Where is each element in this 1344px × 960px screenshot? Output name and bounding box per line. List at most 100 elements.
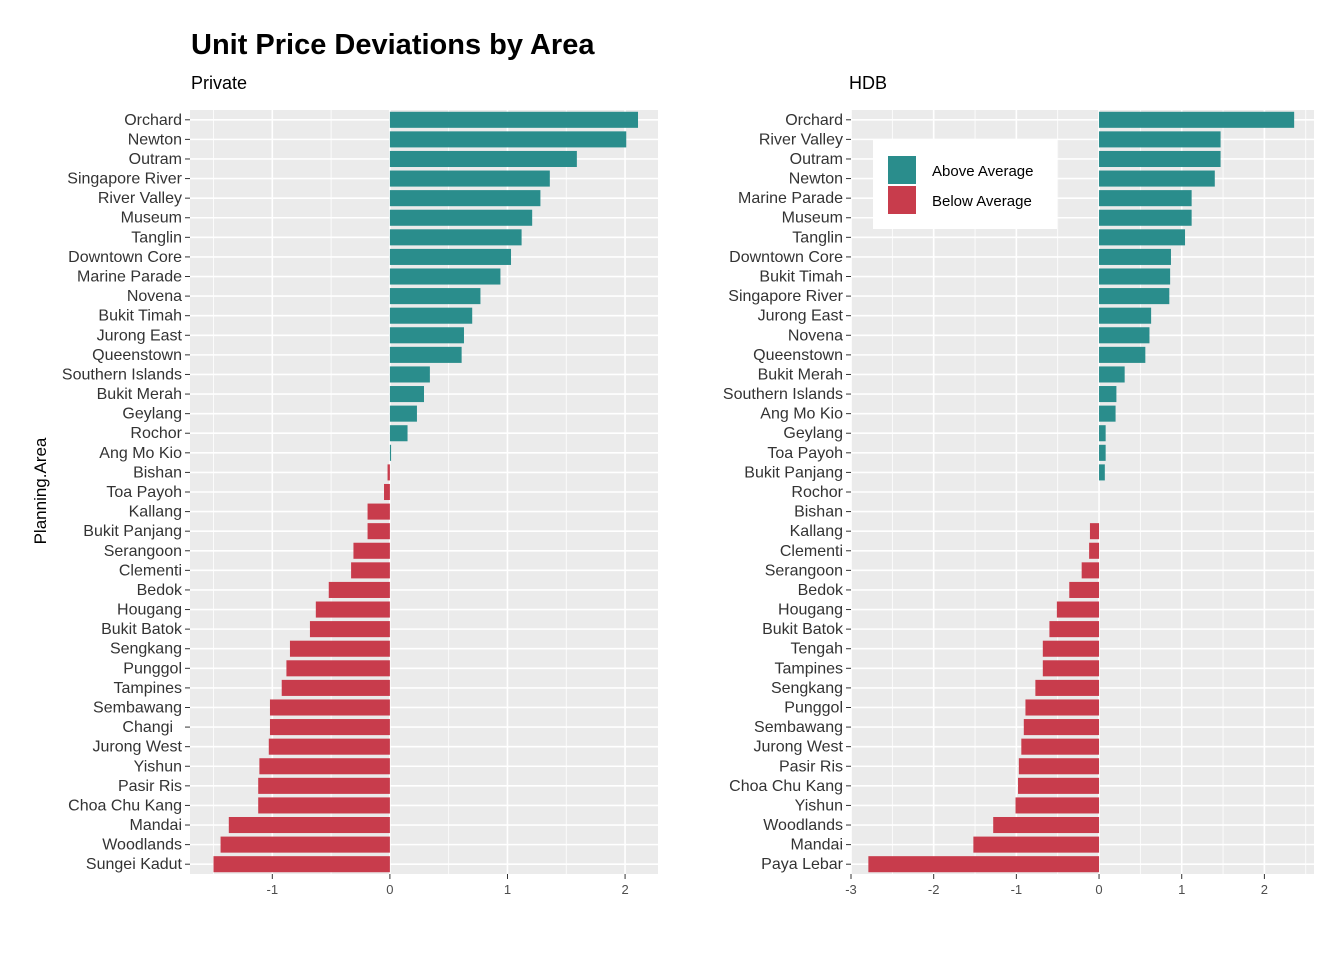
x-tick-label: 2: [621, 882, 628, 897]
bar-hdb: [1099, 327, 1150, 344]
x-tick-label: 1: [504, 882, 511, 897]
bar-private: [387, 464, 390, 481]
category-label: Bukit Panjang: [83, 523, 182, 540]
bar-hdb: [993, 816, 1100, 834]
category-label: Toa Payoh: [767, 445, 843, 462]
bar-private: [258, 797, 390, 814]
bar-hdb: [1099, 346, 1146, 363]
category-label: Southern Islands: [723, 386, 843, 403]
category-label: Yishun: [134, 758, 182, 775]
category-label: Sungei Kadut: [86, 856, 183, 873]
category-label: Tanglin: [792, 229, 843, 246]
bar-hdb: [1099, 425, 1106, 442]
category-label: Jurong East: [97, 327, 183, 344]
category-label: Pasir Ris: [779, 758, 843, 775]
bar-hdb: [1025, 699, 1100, 716]
bar-hdb: [1081, 562, 1100, 579]
bar-hdb: [1099, 111, 1295, 128]
bar-private: [286, 660, 390, 677]
x-tick-label: -2: [928, 882, 940, 897]
category-label: Woodlands: [763, 817, 843, 834]
category-label: Outram: [790, 151, 843, 168]
category-label: Tampines: [775, 660, 843, 677]
category-label: Bishan: [133, 464, 182, 481]
category-label: Singapore River: [67, 171, 182, 188]
bar-hdb: [868, 856, 1100, 873]
category-label: Choa Chu Kang: [729, 778, 843, 795]
category-label: Sengkang: [771, 680, 843, 697]
category-label: Punggol: [784, 699, 843, 716]
bar-private: [281, 679, 390, 696]
bar-private: [289, 640, 390, 657]
bar-hdb: [1015, 797, 1100, 814]
panel-subtitle-private: Private: [191, 73, 247, 93]
chart-title: Unit Price Deviations by Area: [191, 29, 595, 61]
category-label: Bishan: [794, 504, 843, 521]
category-label: Queenstown: [92, 347, 182, 364]
category-label: Rochor: [791, 484, 843, 501]
bar-hdb: [1018, 777, 1100, 794]
category-label: Paya Lebar: [761, 856, 844, 873]
bar-private: [328, 581, 390, 598]
category-label: Outram: [129, 151, 182, 168]
bar-private: [389, 386, 424, 403]
category-label: Bukit Timah: [98, 308, 182, 325]
category-label: Bukit Timah: [759, 269, 843, 286]
legend-swatch-above: [888, 156, 916, 184]
category-label: Hougang: [117, 602, 182, 619]
bar-private: [351, 562, 390, 579]
x-tick-label: 1: [1178, 882, 1185, 897]
bar-hdb: [1099, 248, 1171, 265]
category-label: Downtown Core: [68, 249, 182, 266]
category-label: Tengah: [791, 641, 844, 658]
bar-hdb: [1042, 640, 1100, 657]
category-label: Geylang: [122, 406, 182, 423]
category-label: Ang Mo Kio: [99, 445, 182, 462]
x-tick-label: -1: [1011, 882, 1023, 897]
bar-hdb: [1099, 170, 1215, 187]
panel-subtitle-hdb: HDB: [849, 73, 887, 93]
legend-label-below: Below Average: [932, 193, 1032, 210]
category-label: Woodlands: [102, 837, 182, 854]
category-label: Hougang: [778, 602, 843, 619]
legend-swatch-below: [888, 186, 916, 214]
x-tick-label: -3: [845, 882, 857, 897]
x-tick-label: 0: [386, 882, 393, 897]
bar-private: [269, 719, 390, 736]
category-label: Orchard: [785, 112, 843, 129]
bar-private: [228, 816, 390, 834]
bar-hdb: [1099, 131, 1221, 148]
category-label: Singapore River: [728, 288, 843, 305]
bar-hdb: [1099, 386, 1117, 403]
bar-hdb: [1089, 523, 1100, 540]
bar-hdb: [1099, 190, 1192, 207]
category-label: Sembawang: [93, 699, 182, 716]
category-label: Jurong East: [758, 308, 844, 325]
category-label: Newton: [128, 131, 182, 148]
x-tick-label: 2: [1261, 882, 1268, 897]
bar-private: [353, 542, 390, 559]
category-label: Clementi: [780, 543, 843, 560]
bar-private: [389, 190, 541, 207]
category-label: Museum: [782, 210, 843, 227]
category-label: Southern Islands: [62, 366, 182, 383]
category-label: Punggol: [123, 660, 182, 677]
category-label: River Valley: [98, 190, 182, 207]
bar-private: [268, 738, 390, 755]
bar-private: [269, 699, 390, 716]
category-label: Ang Mo Kio: [760, 406, 843, 423]
bar-private: [389, 209, 533, 226]
bar-hdb: [1021, 738, 1100, 755]
bar-private: [389, 288, 481, 305]
bar-hdb: [1089, 542, 1100, 559]
category-label: Novena: [127, 288, 182, 305]
category-label: Museum: [121, 210, 182, 227]
category-label: Queenstown: [753, 347, 843, 364]
bar-hdb: [1099, 209, 1192, 226]
bar-hdb: [1023, 719, 1100, 736]
category-label: Rochor: [130, 425, 182, 442]
category-label: Toa Payoh: [106, 484, 182, 501]
bar-private: [367, 523, 390, 540]
category-label: Serangoon: [104, 543, 182, 560]
